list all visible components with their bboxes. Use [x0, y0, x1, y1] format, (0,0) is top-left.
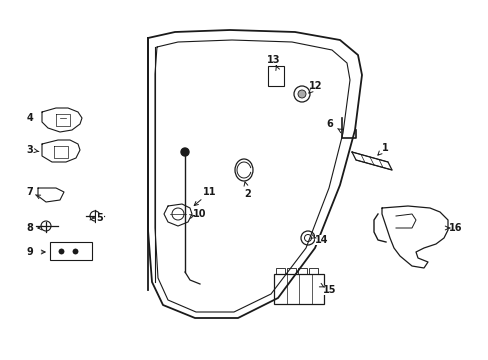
Bar	[267, 66, 284, 86]
Text: 4: 4	[26, 113, 33, 123]
Text: 1: 1	[381, 143, 387, 153]
Text: 8: 8	[26, 223, 33, 233]
Bar	[50, 242, 92, 260]
Bar	[273, 274, 324, 304]
Bar	[286, 268, 295, 274]
Circle shape	[181, 148, 189, 156]
Text: 12: 12	[308, 81, 322, 91]
Bar	[308, 268, 317, 274]
Text: 5: 5	[97, 213, 103, 223]
Text: 13: 13	[267, 55, 280, 65]
Text: 10: 10	[193, 209, 206, 219]
Text: 6: 6	[326, 119, 333, 129]
Text: 16: 16	[448, 223, 462, 233]
Text: 15: 15	[323, 285, 336, 295]
Bar	[297, 268, 306, 274]
Text: 9: 9	[26, 247, 33, 257]
Bar	[275, 268, 285, 274]
Text: 2: 2	[244, 189, 251, 199]
Text: 14: 14	[315, 235, 328, 245]
Text: 11: 11	[203, 187, 216, 197]
Text: 3: 3	[26, 145, 33, 155]
Circle shape	[297, 90, 305, 98]
Text: 7: 7	[26, 187, 33, 197]
